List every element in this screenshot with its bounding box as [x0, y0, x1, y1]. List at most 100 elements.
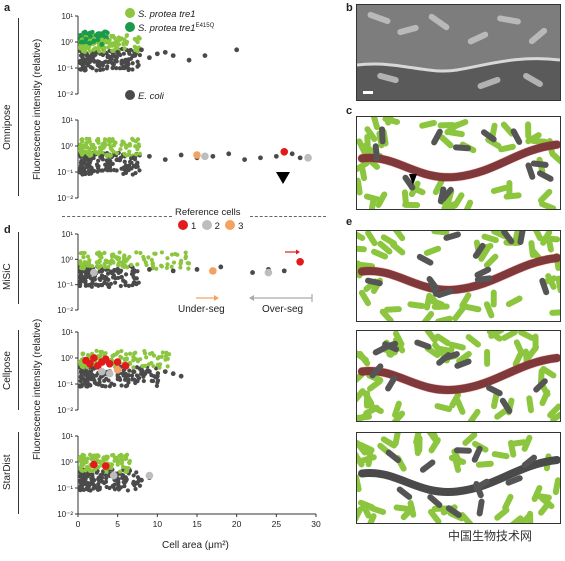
- data-point: [90, 269, 98, 277]
- grey-cell: [471, 445, 484, 464]
- stardist-segmentation: [356, 432, 561, 524]
- ecoli-cloud-point: [78, 485, 82, 489]
- ecoli-cloud-point: [84, 162, 88, 166]
- tre1-cloud-point: [138, 357, 142, 361]
- data-point: [201, 153, 209, 161]
- ecoli-cloud-point: [100, 480, 104, 484]
- tre1-cloud-point: [124, 153, 128, 157]
- ecoli-cloud-point: [82, 488, 86, 492]
- tre1-cloud-point: [104, 470, 108, 474]
- stardist-seg-svg: [357, 433, 560, 523]
- data-point: [258, 155, 263, 160]
- data-point: [193, 151, 201, 159]
- tre1-cloud-point: [165, 266, 169, 270]
- tre1-cloud-point: [129, 263, 133, 267]
- tre1-cloud-point: [79, 138, 83, 142]
- tre1-cloud-point: [125, 453, 129, 457]
- green-cell: [466, 408, 481, 421]
- green-cell: [357, 245, 367, 252]
- x-tick-label: 25: [272, 519, 282, 529]
- ecoli-cloud-point: [104, 276, 108, 280]
- x-tick-label: 20: [232, 519, 242, 529]
- cellpose-segmentation: [356, 330, 561, 422]
- ecoli-cloud-point: [131, 172, 135, 176]
- ecoli-cloud-point: [84, 284, 88, 288]
- tre1-cloud-point: [111, 49, 115, 53]
- ecoli-cloud-point: [127, 369, 131, 373]
- ecoli-cloud-point: [79, 379, 83, 383]
- tre1-cloud-point: [117, 42, 121, 46]
- data-point: [99, 61, 104, 66]
- data-point: [84, 37, 89, 42]
- ecoli-cloud-point: [96, 63, 100, 67]
- tre1-cloud-point: [121, 42, 125, 46]
- data-point: [155, 374, 160, 379]
- tre1-cloud-point: [125, 33, 129, 37]
- green-cell: [528, 240, 536, 259]
- data-point: [226, 151, 231, 156]
- data-point: [115, 267, 120, 272]
- tre1-cloud-point: [151, 264, 155, 268]
- ecoli-cloud-point: [87, 275, 91, 279]
- tre1-cloud-point: [79, 266, 83, 270]
- tre1-cloud-point: [135, 262, 139, 266]
- tre1-cloud-point: [102, 49, 106, 53]
- tre1-cloud-point: [119, 453, 123, 457]
- grey-cell: [530, 160, 549, 168]
- tre1-cloud-point: [172, 260, 176, 264]
- grey-cell: [379, 126, 386, 144]
- y-tick-label: 10⁰: [61, 354, 73, 363]
- tre1-cloud-point: [80, 150, 84, 154]
- ecoli-cloud-point: [94, 373, 98, 377]
- data-point: [209, 267, 217, 275]
- ecoli-cloud-point: [135, 365, 139, 369]
- tre1-cloud-point: [81, 251, 85, 255]
- tre1-cloud-point: [124, 470, 128, 474]
- phase-contrast-svg: [357, 5, 560, 100]
- ecoli-cloud-point: [122, 52, 126, 56]
- ecoli-cloud-point: [101, 168, 105, 172]
- ecoli-cloud-point: [90, 66, 94, 70]
- tre1-cloud-point: [90, 455, 94, 459]
- y-tick-label: 10¹: [61, 230, 73, 239]
- tre1-cloud-point: [122, 255, 126, 259]
- tre1-cloud-point: [163, 358, 167, 362]
- green-cell: [364, 231, 379, 247]
- tre1-cloud-point: [110, 463, 114, 467]
- data-point: [187, 58, 192, 63]
- panel-label-e: e: [346, 216, 352, 228]
- ecoli-cloud-point: [106, 272, 110, 276]
- green-cell: [451, 304, 467, 321]
- tre1-cloud-point: [133, 351, 137, 355]
- ecoli-cloud-point: [126, 68, 130, 72]
- ecoli-cloud-point: [155, 384, 159, 388]
- ecoli-cloud-point: [119, 383, 123, 387]
- tre1-cloud-point: [122, 46, 126, 50]
- tre1-cloud-point: [112, 143, 116, 147]
- ecoli-cloud-point: [124, 272, 128, 276]
- y-tick-label: 10⁻¹: [57, 64, 73, 73]
- tre1-cloud-point: [136, 40, 140, 44]
- panel-label-b: b: [346, 2, 353, 14]
- green-cell: [464, 333, 482, 349]
- data-point: [123, 374, 128, 379]
- y-tick-label: 10¹: [61, 328, 73, 337]
- data-point: [122, 362, 130, 370]
- ecoli-cloud-point: [94, 68, 98, 72]
- data-point: [179, 153, 184, 158]
- y-tick-label: 10⁻²: [57, 194, 73, 203]
- data-point: [106, 370, 114, 378]
- tre1-cloud-point: [160, 264, 164, 268]
- tre1-cloud-point: [118, 469, 122, 473]
- tre1-cloud-point: [112, 353, 116, 357]
- ecoli-cloud-point: [127, 284, 131, 288]
- tre1-cloud-point: [96, 139, 100, 143]
- data-point: [147, 369, 152, 374]
- tre1-cloud-point: [166, 364, 170, 368]
- tre1-cloud-point: [118, 355, 122, 359]
- y-tick-label: 10⁰: [61, 142, 73, 151]
- tre1-cloud-point: [128, 352, 132, 356]
- ecoli-cloud-point: [125, 166, 129, 170]
- misic-segmentation: [356, 230, 561, 322]
- data-point: [98, 368, 106, 376]
